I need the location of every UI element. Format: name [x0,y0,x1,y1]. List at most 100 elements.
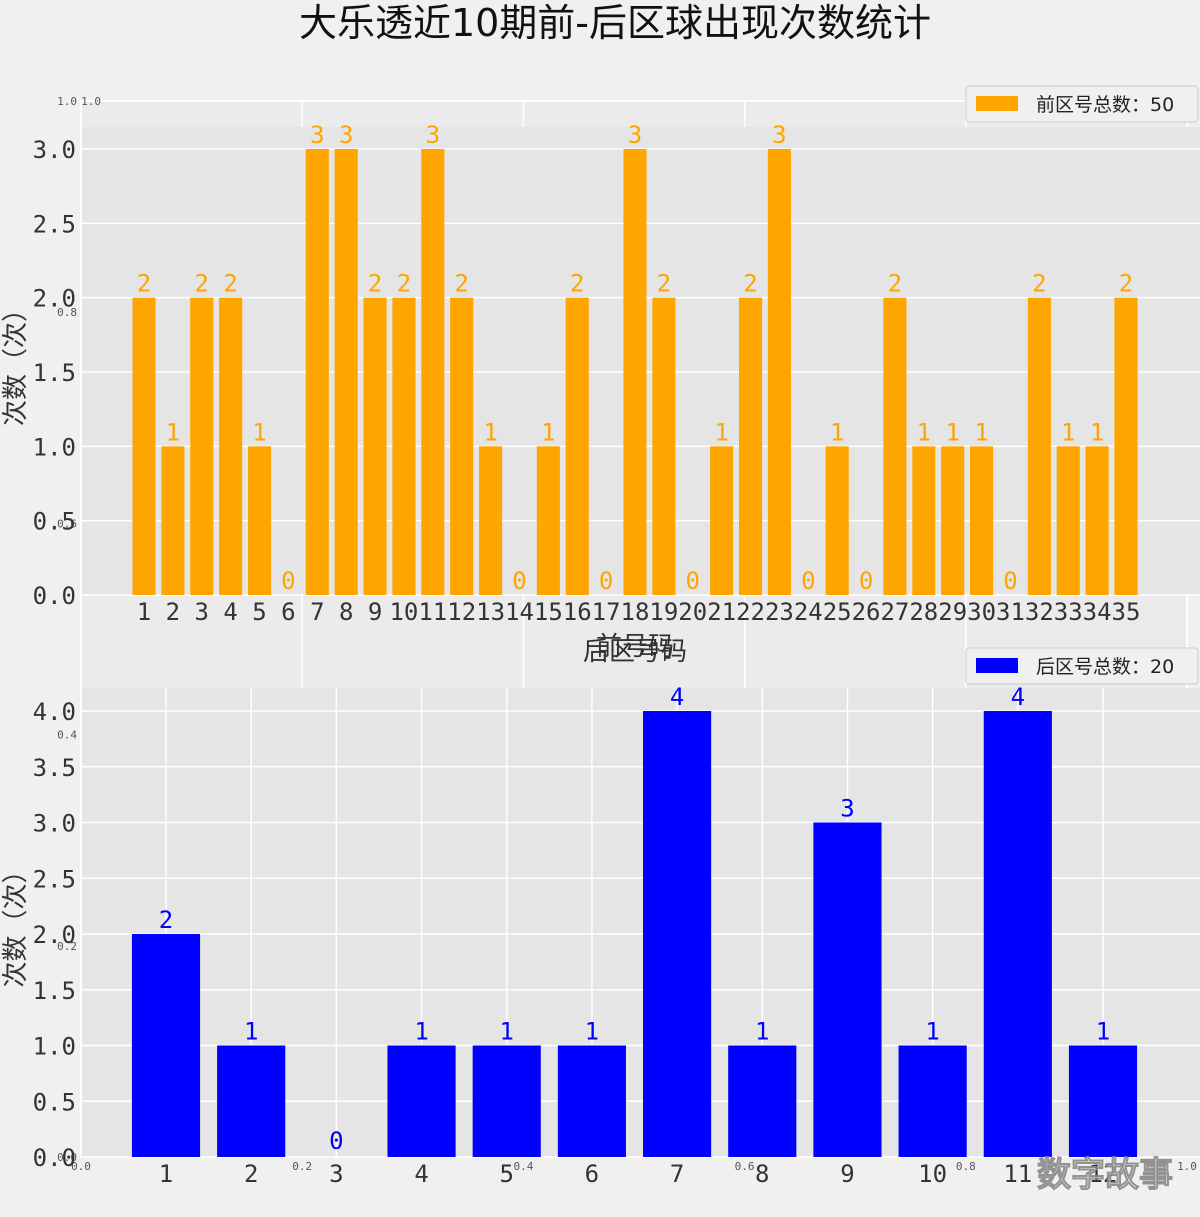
chart-title: 大乐透近10期前-后区球出现次数统计 [299,1,931,45]
x-tick-label: 35 [1112,598,1141,626]
x-axis-label: 后区号码 [583,637,687,667]
data-label: 1 [917,418,931,446]
x-tick-label: 31 [996,598,1025,626]
y-tick-label: 1.0 [33,433,76,461]
background-x-tick-label: 0.6 [735,1160,755,1173]
x-tick-label: 10 [918,1160,947,1188]
x-tick-label: 23 [765,598,794,626]
bar [1027,297,1051,595]
data-label: 0 [859,567,873,595]
x-tick-label: 12 [447,598,476,626]
x-tick-label: 24 [794,598,823,626]
bar [623,149,647,595]
x-tick-label: 27 [880,598,909,626]
x-tick-label: 6 [585,1160,599,1188]
x-tick-label: 21 [707,598,736,626]
x-tick-label: 3 [329,1160,343,1188]
data-label: 4 [1011,683,1025,711]
bar [536,446,560,595]
x-tick-label: 7 [670,1160,684,1188]
x-tick-label: 8 [339,598,353,626]
x-tick-label: 9 [368,598,382,626]
legend: 后区号总数：20 [965,647,1199,685]
bar [190,297,214,595]
x-tick-label: 14 [505,598,534,626]
data-label: 2 [195,270,209,298]
data-label: 1 [925,1018,939,1046]
x-tick-label: 20 [678,598,707,626]
y-tick-label: 1.0 [33,1033,76,1061]
y-tick-label: 3.0 [33,810,76,838]
x-tick-label: 28 [909,598,938,626]
bar [813,822,882,1157]
x-tick-label: 32 [1025,598,1054,626]
x-tick-label: 19 [649,598,678,626]
data-label: 2 [159,906,173,934]
data-label: 3 [772,121,786,149]
x-tick-label: 7 [310,598,324,626]
bar [825,446,849,595]
data-label: 1 [1061,418,1075,446]
x-tick-label: 34 [1083,598,1112,626]
bar [479,446,503,595]
y-tick-label: 2.5 [33,865,76,893]
bar [247,446,272,595]
bar [912,446,936,595]
bar [472,1045,541,1157]
x-tick-label: 2 [244,1160,258,1188]
background-x-tick-label: 1.0 [1177,1160,1197,1173]
x-tick-label: 4 [223,598,237,626]
bar [898,1045,967,1157]
x-tick-label: 18 [621,598,650,626]
background-y-tick-label: 1.0 [57,95,77,108]
y-tick-label: 2.0 [33,921,76,949]
background-top-label: 1.0 [81,95,101,108]
data-label: 2 [454,270,468,298]
data-label: 1 [166,418,180,446]
legend-box [965,85,1199,123]
bar [565,297,589,595]
x-tick-label: 11 [418,598,447,626]
x-tick-label: 11 [1003,1160,1032,1188]
data-label: 3 [426,121,440,149]
data-label: 1 [252,418,266,446]
data-label: 0 [1003,567,1017,595]
data-label: 2 [1032,270,1046,298]
bar [883,297,907,595]
data-label: 1 [585,1018,599,1046]
background-x-tick-label: 0.0 [71,1160,91,1173]
background-x-tick-label: 0.2 [292,1160,312,1173]
bar [387,1045,456,1157]
x-tick-label: 10 [389,598,418,626]
data-label: 1 [1096,1018,1110,1046]
x-tick-label: 12 [1089,1160,1118,1188]
bar [217,1045,286,1157]
legend-label: 前区号总数：50 [1036,94,1174,116]
y-axis-label: 次数（次） [1,857,31,987]
legend: 前区号总数：50 [965,85,1199,123]
bar [1114,297,1138,595]
bar [450,297,474,595]
data-label: 1 [244,1018,258,1046]
data-label: 1 [945,418,959,446]
bar [421,149,445,595]
data-label: 3 [628,121,642,149]
y-axis-label: 次数（次） [1,296,31,426]
x-tick-label: 33 [1054,598,1083,626]
data-label: 1 [483,418,497,446]
x-tick-label: 1 [137,598,151,626]
x-tick-label: 22 [736,598,765,626]
data-label: 1 [541,418,555,446]
x-tick-label: 1 [159,1160,173,1188]
data-label: 0 [512,567,526,595]
x-tick-label: 25 [823,598,852,626]
bar [710,446,734,595]
bar [557,1045,626,1157]
data-label: 2 [888,270,902,298]
data-label: 2 [570,270,584,298]
y-tick-label: 1.5 [33,359,76,387]
data-label: 1 [974,418,988,446]
bar [970,446,994,595]
